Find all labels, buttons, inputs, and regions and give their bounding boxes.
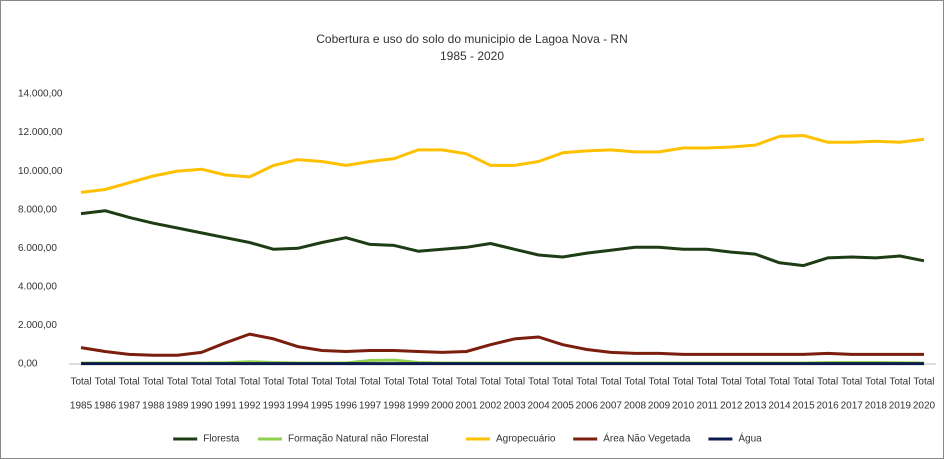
x-tick-label: Total <box>817 377 838 388</box>
x-tick-label: Total <box>769 377 790 388</box>
x-tick-label: Total <box>384 377 405 388</box>
series-line <box>80 134 925 194</box>
y-tick-label: 10.000,00 <box>18 166 63 177</box>
x-tick-label: 1999 <box>407 401 430 412</box>
x-tick-label: 2010 <box>672 401 695 412</box>
x-tick-label: Total <box>70 377 91 388</box>
y-tick-label: 6.000,00 <box>18 243 57 254</box>
legend-label: Água <box>738 432 762 445</box>
x-tick-label: 2017 <box>841 401 864 412</box>
x-tick-label: 1989 <box>166 401 189 412</box>
legend-label: Floresta <box>203 434 240 445</box>
x-tick-label: 2020 <box>913 401 936 412</box>
x-tick-label: 1990 <box>190 401 213 412</box>
y-tick-label: 14.000,00 <box>18 89 63 100</box>
x-tick-label: Total <box>576 377 597 388</box>
x-tick-label: Total <box>793 377 814 388</box>
x-tick-label: 2007 <box>600 401 623 412</box>
y-tick-label: 8.000,00 <box>18 204 57 215</box>
x-tick-label: Total <box>721 377 742 388</box>
x-tick-label: Total <box>408 377 429 388</box>
x-tick-label: Total <box>600 377 621 388</box>
x-tick-label: 1994 <box>287 401 310 412</box>
x-tick-label: 2005 <box>552 401 575 412</box>
x-tick-label: Total <box>697 377 718 388</box>
x-tick-label: 2015 <box>792 401 815 412</box>
x-tick-label: 1995 <box>311 401 334 412</box>
y-tick-label: 4.000,00 <box>18 281 57 292</box>
series-line <box>80 332 924 357</box>
x-tick-label: Total <box>456 377 477 388</box>
x-tick-label: Total <box>311 377 332 388</box>
x-tick-label: 2004 <box>528 401 551 412</box>
x-tick-label: 1988 <box>142 401 165 412</box>
x-tick-label: 2001 <box>455 401 478 412</box>
chart-title: Cobertura e uso do solo do municipio de … <box>316 32 628 46</box>
legend-label: Formação Natural não Florestal <box>288 434 429 445</box>
x-tick-label: Total <box>480 377 501 388</box>
x-tick-label: 2018 <box>865 401 888 412</box>
x-tick-label: Total <box>215 377 236 388</box>
x-tick-label: Total <box>263 377 284 388</box>
legend-label: Agropecuário <box>496 434 556 445</box>
x-tick-label: 1986 <box>94 401 117 412</box>
x-tick-label: 1987 <box>118 401 141 412</box>
x-tick-label: Total <box>889 377 910 388</box>
x-tick-label: 2006 <box>576 401 599 412</box>
x-tick-label: Total <box>95 377 116 388</box>
x-tick-label: Total <box>143 377 164 388</box>
x-tick-label: 1985 <box>70 401 93 412</box>
x-tick-label: Total <box>624 377 645 388</box>
y-tick-label: 2.000,00 <box>18 320 57 331</box>
x-tick-label: Total <box>191 377 212 388</box>
y-tick-label: 0,00 <box>18 359 38 370</box>
x-tick-label: Total <box>504 377 525 388</box>
x-tick-label: 1991 <box>214 401 237 412</box>
y-tick-label: 12.000,00 <box>18 127 63 138</box>
x-tick-label: 2003 <box>503 401 526 412</box>
legend-label: Área Não Vegetada <box>603 432 691 445</box>
x-tick-label: Total <box>335 377 356 388</box>
x-tick-label: 2009 <box>648 401 671 412</box>
x-tick-label: 2000 <box>431 401 454 412</box>
x-tick-label: 2008 <box>624 401 647 412</box>
x-tick-label: Total <box>528 377 549 388</box>
x-tick-label: Total <box>913 377 934 388</box>
x-tick-label: Total <box>432 377 453 388</box>
x-tick-label: Total <box>865 377 886 388</box>
x-tick-label: 2002 <box>479 401 502 412</box>
x-tick-label: 2016 <box>817 401 840 412</box>
x-tick-label: Total <box>841 377 862 388</box>
x-tick-label: Total <box>552 377 573 388</box>
x-tick-label: 2013 <box>744 401 767 412</box>
x-tick-label: Total <box>359 377 380 388</box>
x-tick-label: 1996 <box>335 401 358 412</box>
x-tick-label: Total <box>119 377 140 388</box>
x-tick-label: 2014 <box>768 401 791 412</box>
x-tick-label: Total <box>673 377 694 388</box>
series-line <box>80 209 925 268</box>
x-tick-label: 1992 <box>239 401 262 412</box>
x-tick-label: Total <box>745 377 766 388</box>
x-tick-label: Total <box>239 377 260 388</box>
x-tick-label: 2012 <box>720 401 743 412</box>
x-tick-label: 1993 <box>263 401 286 412</box>
x-tick-label: 1997 <box>359 401 382 412</box>
x-tick-label: 2019 <box>889 401 912 412</box>
x-tick-label: Total <box>167 377 188 388</box>
x-tick-label: 1998 <box>383 401 406 412</box>
x-tick-label: Total <box>648 377 669 388</box>
x-tick-label: Total <box>287 377 308 388</box>
x-tick-label: 2011 <box>696 401 718 412</box>
chart-subtitle: 1985 - 2020 <box>440 49 504 63</box>
